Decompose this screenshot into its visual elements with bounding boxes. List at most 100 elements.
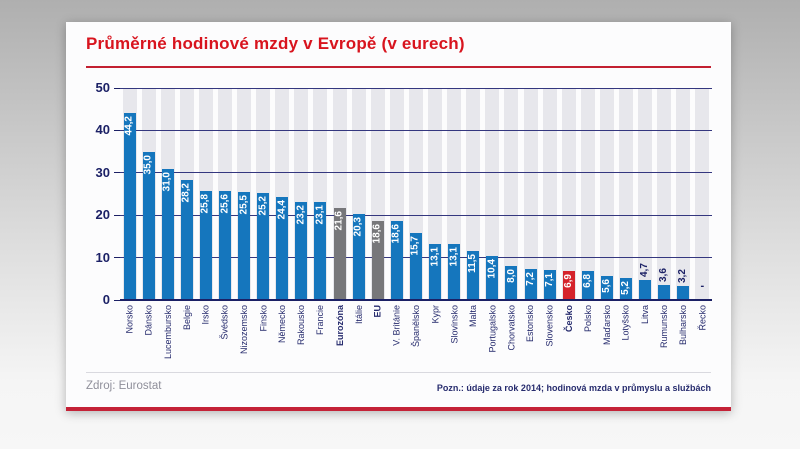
bar-value-label: 7,1 [543,272,555,287]
source-label: Zdroj: Eurostat [86,380,162,392]
x-label-cell: Bulharsko [674,301,693,373]
x-label-cell: Maďarsko [597,301,616,373]
bar [505,266,518,300]
column-stripe [695,88,710,300]
chart-card: Průměrné hodinové mzdy v Evropě (v eurec… [66,22,731,411]
x-label-cell: V. Británie [387,301,406,373]
x-label-cell: Malta [464,301,483,373]
x-axis-category-label: Španělsko [410,305,421,348]
bar [390,221,403,300]
x-label-cell: Belgie [177,301,196,373]
x-axis-category-label: Lucembursko [162,305,173,360]
x-axis-category-label: Bulharsko [678,305,689,346]
x-axis-category-label: Řecko [697,305,708,331]
bar-column: 10,4 [483,88,502,300]
y-axis-tick-label: 20 [95,207,110,223]
bar-value-label: 3,6 [658,267,670,282]
bar [486,255,499,300]
column-stripe [657,88,672,300]
no-data-dash: - [700,280,705,292]
bar-value-label: 23,1 [314,205,326,225]
y-axis-tick-label: 30 [95,164,110,180]
x-axis-category-label: Maďarsko [601,305,612,346]
bar-column: 23,2 [292,88,311,300]
x-axis-labels: Norsko Dánsko Lucembursko Belgie Irsko Švédsk… [120,301,712,373]
bar-value-label: 10,4 [486,258,498,279]
column-stripe [485,88,500,300]
x-axis-category-label: Finsko [258,305,269,332]
bar-column: 7,1 [540,88,559,300]
bar-column: 18,6 [368,88,387,300]
footer-divider [86,372,711,373]
bar-value-label: 13,1 [448,247,460,267]
bar [161,168,174,300]
bar-column: 25,5 [235,88,254,300]
gridline [120,172,712,174]
x-label-cell: Rakousko [292,301,311,373]
x-axis-category-label: Irsko [200,305,211,325]
bar [371,221,384,300]
bar [677,286,690,300]
x-label-cell: Rumunsko [655,301,674,373]
bar-column: 18,6 [387,88,406,300]
bar-column: 28,2 [177,88,196,300]
bar-value-label: 15,7 [409,236,421,256]
bar-value-label: 18,6 [390,224,402,244]
bar [581,271,594,300]
x-label-cell: Litva [636,301,655,373]
x-label-cell: Eurozóna [330,301,349,373]
gridline [120,214,712,216]
bar [448,244,461,300]
x-label-cell: EU [368,301,387,373]
x-label-cell: Slovinsko [445,301,464,373]
column-stripe [523,88,538,300]
x-label-cell: Řecko [693,301,712,373]
bar-value-label: 28,2 [180,183,192,203]
bar-value-label: 23,2 [295,204,307,225]
x-axis-category-label: Lotyšsko [620,305,631,341]
bar-value-label: 8,0 [505,269,517,283]
bar-value-label: 35,0 [142,154,154,175]
bar-value-label: 5,6 [600,279,612,294]
x-axis-category-label: Litva [640,305,651,325]
y-axis-tick-label: 0 [102,292,110,307]
column-stripe [618,88,633,300]
x-axis-category-label: EU [372,305,383,318]
bar-column: 11,5 [464,88,483,300]
x-axis-category-label: Itálie [353,305,364,325]
x-axis-category-label: Slovensko [544,305,555,347]
bar-column: 3,2 [674,88,693,300]
bar [639,280,652,300]
bar-value-label: 11,5 [467,254,479,274]
bar-column: 23,1 [311,88,330,300]
x-axis-line [120,299,712,301]
x-axis-category-label: Kypr [430,305,441,324]
x-label-cell: Česko [559,301,578,373]
bar-column: 15,7 [406,88,425,300]
x-label-cell: Estonsko [521,301,540,373]
bar-value-label: 7,2 [524,272,536,287]
y-axis-tick [114,172,120,174]
gridline [120,87,712,89]
y-axis-tick-label: 50 [95,80,110,95]
bar [352,213,365,300]
bar-column: 20,3 [349,88,368,300]
x-axis-category-label: Dánsko [143,305,154,336]
x-axis-category-label: Rakousko [296,305,307,346]
x-axis-category-label: Česko [563,305,574,333]
bar-column: 21,6 [330,88,349,300]
bar-value-label: 25,6 [219,194,231,214]
bar [219,191,232,300]
bar-value-label: 24,4 [276,199,288,219]
bar-value-label: 4,7 [639,263,651,278]
bar [524,269,537,300]
bar-column: 7,2 [521,88,540,300]
bar-value-label: 6,9 [562,273,574,288]
title-underline [86,66,711,68]
column-stripe [561,88,576,300]
x-label-cell: Švédsko [215,301,234,373]
x-axis-category-label: Estonsko [525,305,536,343]
x-axis-category-label: Rumunsko [659,305,670,349]
bar [257,193,270,300]
